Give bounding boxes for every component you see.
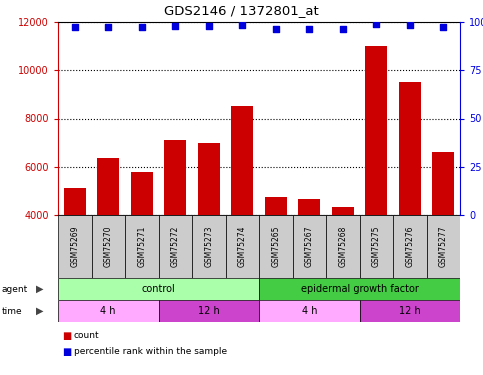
Bar [131, 172, 153, 215]
Text: control: control [142, 284, 175, 294]
Text: GDS2146 / 1372801_at: GDS2146 / 1372801_at [164, 4, 319, 17]
Point [440, 24, 447, 30]
Bar [226, 215, 259, 278]
Bar [399, 82, 421, 215]
Text: epidermal growth factor: epidermal growth factor [300, 284, 418, 294]
Bar [231, 106, 253, 215]
Bar [58, 278, 259, 300]
Bar [125, 215, 158, 278]
Text: agent: agent [2, 285, 28, 294]
Bar [91, 215, 125, 278]
Text: ▶: ▶ [36, 284, 43, 294]
Bar [293, 215, 326, 278]
Bar [259, 300, 359, 322]
Point [71, 24, 79, 30]
Bar [58, 215, 91, 278]
Point [272, 26, 280, 32]
Text: 4 h: 4 h [100, 306, 116, 316]
Bar [158, 300, 259, 322]
Bar [359, 300, 460, 322]
Bar [426, 215, 460, 278]
Text: percentile rank within the sample: percentile rank within the sample [74, 348, 227, 357]
Point [406, 22, 413, 28]
Text: GSM75277: GSM75277 [439, 226, 448, 267]
Bar [98, 158, 119, 215]
Text: GSM75265: GSM75265 [271, 226, 280, 267]
Bar [259, 215, 293, 278]
Text: ■: ■ [62, 331, 71, 341]
Text: ■: ■ [62, 347, 71, 357]
Bar [359, 215, 393, 278]
Bar [393, 215, 426, 278]
Text: GSM75276: GSM75276 [405, 226, 414, 267]
Point [372, 21, 380, 27]
Point [205, 23, 213, 29]
Bar [265, 197, 286, 215]
Bar [192, 215, 226, 278]
Text: GSM75272: GSM75272 [171, 226, 180, 267]
Point [104, 24, 112, 30]
Text: GSM75270: GSM75270 [104, 226, 113, 267]
Bar [198, 142, 220, 215]
Point [239, 22, 246, 28]
Text: GSM75271: GSM75271 [137, 226, 146, 267]
Text: GSM75275: GSM75275 [372, 226, 381, 267]
Bar [164, 140, 186, 215]
Text: 12 h: 12 h [198, 306, 220, 316]
Bar [432, 152, 454, 215]
Point [171, 23, 179, 29]
Bar [365, 46, 387, 215]
Point [305, 26, 313, 32]
Point [138, 24, 145, 30]
Bar [332, 207, 354, 215]
Bar [158, 215, 192, 278]
Text: 12 h: 12 h [399, 306, 421, 316]
Text: GSM75268: GSM75268 [338, 226, 347, 267]
Text: count: count [74, 332, 99, 340]
Text: GSM75273: GSM75273 [204, 226, 213, 267]
Bar [326, 215, 359, 278]
Bar [64, 189, 85, 215]
Bar [259, 278, 460, 300]
Bar [298, 200, 320, 215]
Text: GSM75267: GSM75267 [305, 226, 314, 267]
Text: GSM75274: GSM75274 [238, 226, 247, 267]
Point [339, 26, 347, 32]
Text: time: time [2, 306, 23, 315]
Text: 4 h: 4 h [301, 306, 317, 316]
Bar [58, 300, 158, 322]
Text: GSM75269: GSM75269 [70, 226, 79, 267]
Text: ▶: ▶ [36, 306, 43, 316]
